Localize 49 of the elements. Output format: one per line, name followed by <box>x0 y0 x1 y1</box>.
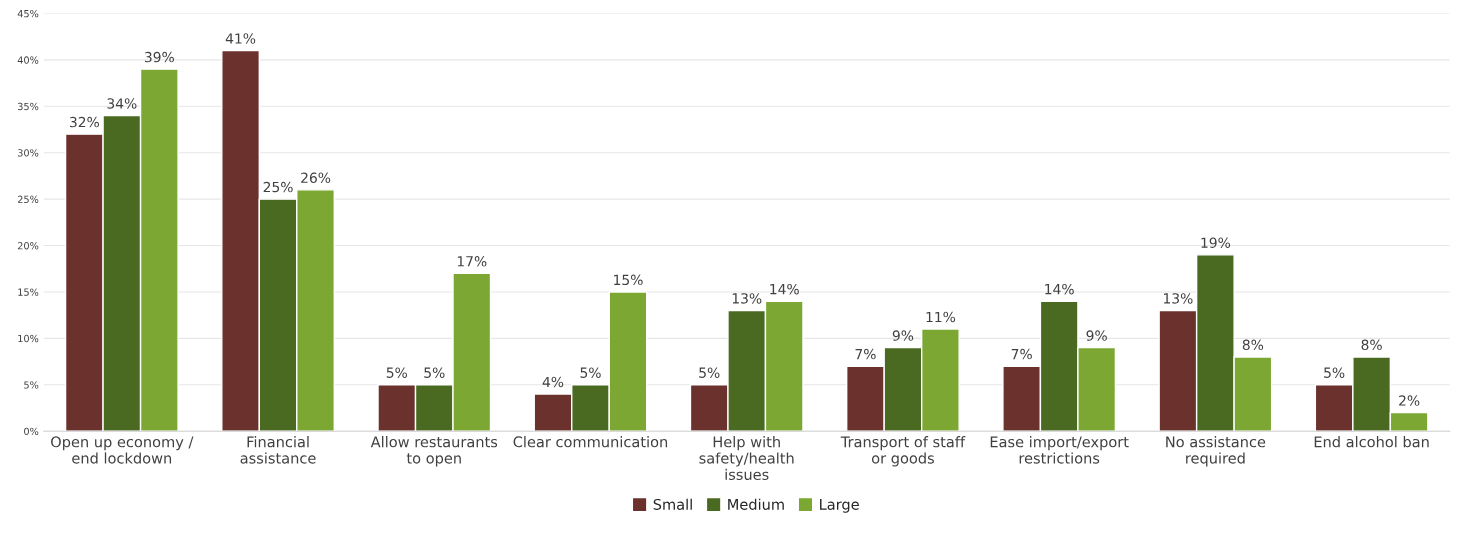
y-tick-label: 10% <box>18 334 39 343</box>
data-label: 5% <box>580 367 601 378</box>
y-tick-label: 5% <box>24 381 39 389</box>
data-label: 13% <box>1163 293 1193 304</box>
y-tick-label: 40% <box>17 56 39 64</box>
y-tick-label: 15% <box>18 288 39 296</box>
y-tick-label: 20% <box>17 242 39 250</box>
y-tick-label: 45% <box>17 9 39 18</box>
data-label: 2% <box>1399 395 1420 406</box>
data-label: 4% <box>542 376 564 388</box>
data-label: 14% <box>1045 283 1074 295</box>
x-tick-label: Transport of staff or goods <box>840 436 966 467</box>
y-tick-label: 35% <box>17 102 39 111</box>
data-label: 17% <box>457 256 487 267</box>
data-label: 32% <box>69 116 99 128</box>
x-tick-label: Allow restaurants to open <box>370 436 498 467</box>
y-tick-label: 0% <box>24 427 39 436</box>
data-label: 25% <box>263 181 293 193</box>
data-label: 5% <box>424 367 445 378</box>
x-tick-label: Open up economy / end lockdown <box>51 436 194 464</box>
data-label: 5% <box>386 367 408 378</box>
legend-label: Large <box>820 499 859 513</box>
x-tick-label: Ease import/export restrictions <box>990 436 1129 464</box>
data-label: 7% <box>855 348 876 360</box>
data-label: 26% <box>301 172 331 183</box>
data-label: 34% <box>107 98 137 109</box>
x-tick-label: Help with safety/health issues <box>699 436 794 481</box>
data-label: 7% <box>1011 348 1032 360</box>
x-tick-label: End alcohol ban <box>1314 436 1429 448</box>
data-label: 9% <box>1086 330 1107 341</box>
data-label: 13% <box>732 293 762 304</box>
data-label: 39% <box>144 51 174 63</box>
data-label: 19% <box>1201 237 1231 248</box>
legend-label: Small <box>653 498 692 510</box>
data-label: 15% <box>614 274 643 286</box>
data-label: 5% <box>1324 367 1345 378</box>
x-tick-label: Clear communication <box>513 436 668 448</box>
data-label: 41% <box>225 33 256 44</box>
y-tick-label: 25% <box>17 195 39 203</box>
data-label: 5% <box>699 367 720 378</box>
x-tick-label: Financial assistance <box>240 436 316 464</box>
data-label: 14% <box>770 283 799 295</box>
data-label: 8% <box>1361 339 1382 351</box>
legend-label: Medium <box>728 498 784 510</box>
y-tick-label: 30% <box>17 149 39 157</box>
x-tick-label: No assistance required <box>1166 436 1266 467</box>
data-label: 9% <box>892 330 914 341</box>
data-label: 8% <box>1242 339 1264 351</box>
data-label: 11% <box>926 311 956 323</box>
